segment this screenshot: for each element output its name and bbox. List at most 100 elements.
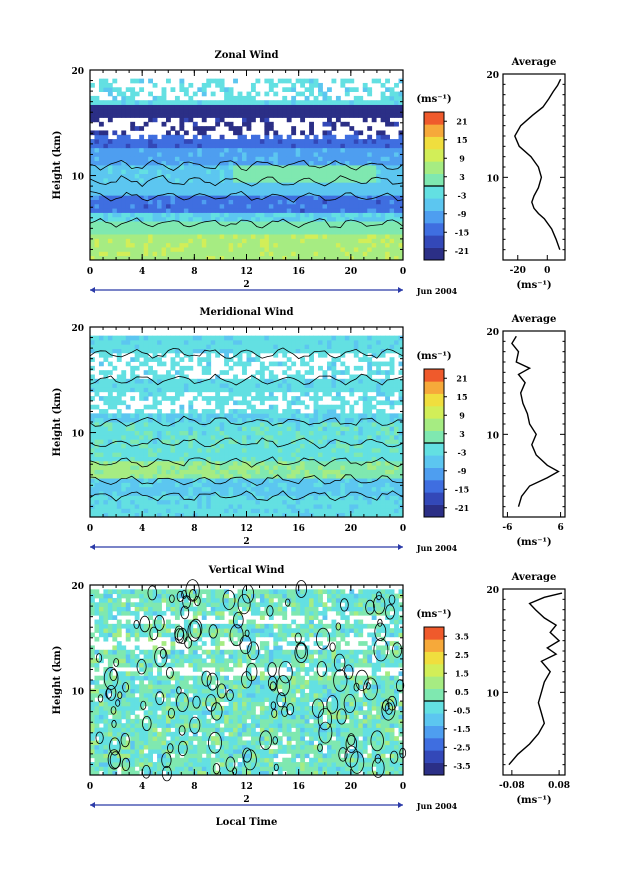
heatmap-cell: [161, 229, 167, 235]
heatmap-cell: [148, 229, 153, 235]
heatmap-cell: [344, 456, 350, 462]
heatmap-cell: [291, 221, 297, 226]
heatmap-cell: [148, 117, 153, 123]
heatmap-cell: [228, 482, 234, 488]
heatmap-cell: [282, 221, 288, 226]
heatmap-cell: [183, 417, 189, 423]
heatmap-cell: [148, 460, 153, 466]
heatmap-cell: [215, 100, 221, 105]
heatmap-cell: [166, 396, 171, 401]
heatmap-cell: [148, 100, 153, 105]
heatmap-cell: [201, 91, 207, 97]
heatmap-cell: [385, 447, 390, 453]
heatmap-cell: [335, 443, 341, 449]
heatmap-cell: [286, 508, 292, 514]
heatmap-cell: [367, 134, 373, 140]
heatmap-cell: [210, 383, 216, 388]
heatmap-cell: [318, 426, 323, 432]
heatmap-cell: [349, 443, 355, 449]
heatmap-cell: [166, 134, 171, 140]
heatmap-cell: [286, 195, 292, 200]
heatmap-cell: [335, 504, 341, 509]
heatmap-cell: [112, 139, 118, 144]
heatmap-cell: [313, 495, 319, 501]
heatmap-cell: [206, 434, 212, 440]
heatmap-cell: [116, 251, 122, 257]
heatmap-cell: [219, 400, 225, 406]
heatmap-cell: [318, 212, 323, 218]
heatmap-cell: [353, 238, 359, 244]
heatmap-cell: [219, 422, 225, 427]
heatmap-cell: [344, 499, 350, 505]
heatmap-cell: [362, 434, 368, 440]
heatmap-cell: [183, 169, 189, 175]
heatmap-cell: [398, 225, 404, 231]
heatmap-cell: [335, 508, 341, 514]
heatmap-cell: [335, 238, 341, 244]
heatmap-cell: [125, 212, 131, 218]
heatmap-cell: [197, 156, 203, 162]
heatmap-cell: [291, 469, 297, 475]
heatmap-cell: [268, 413, 274, 419]
heatmap-cell: [188, 460, 194, 466]
heatmap-cell: [358, 160, 364, 166]
heatmap-cell: [304, 469, 310, 475]
heatmap-cell: [340, 100, 346, 105]
heatmap-cell: [380, 234, 386, 239]
heatmap-cell: [362, 413, 368, 419]
heatmap-cell: [246, 417, 252, 423]
heatmap-cell: [206, 422, 212, 427]
heatmap-cell: [148, 238, 153, 244]
heatmap-cell: [304, 87, 310, 92]
heatmap-cell: [183, 422, 189, 427]
heatmap-cell: [326, 426, 332, 432]
heatmap-cell: [130, 95, 136, 101]
heatmap-cell: [139, 78, 145, 84]
heatmap-cell: [340, 165, 346, 170]
heatmap-cell: [183, 378, 189, 384]
heatmap-cell: [385, 430, 390, 436]
heatmap-cell: [282, 396, 288, 401]
heatmap-cell: [259, 465, 265, 470]
heatmap-cell: [246, 465, 252, 470]
heatmap-cell: [349, 143, 355, 149]
heatmap-cell: [331, 134, 337, 140]
heatmap-cell: [121, 255, 127, 261]
heatmap-cell: [398, 400, 404, 406]
heatmap-cell: [134, 482, 140, 488]
heatmap-cell: [98, 255, 104, 261]
heatmap-cell: [90, 104, 95, 110]
heatmap-cell: [134, 160, 140, 166]
heatmap-cell: [130, 460, 136, 466]
heatmap-cell: [161, 251, 167, 257]
heatmap-cell: [121, 512, 127, 518]
heatmap-cell: [242, 378, 247, 384]
heatmap-cell: [389, 91, 395, 97]
heatmap-cell: [318, 465, 323, 470]
heatmap-cell: [98, 203, 104, 209]
heatmap-cell: [326, 508, 332, 514]
heatmap-cell: [282, 190, 288, 196]
heatmap-cell: [188, 499, 194, 505]
heatmap-cell: [385, 434, 390, 440]
heatmap-cell: [170, 238, 176, 244]
heatmap-cell: [183, 225, 189, 231]
heatmap-cell: [152, 247, 158, 252]
heatmap-cell: [197, 482, 203, 488]
heatmap-cell: [322, 482, 328, 488]
heatmap-cell: [161, 87, 167, 92]
heatmap-cell: [376, 238, 382, 244]
heatmap-cell: [197, 177, 203, 183]
colorbar-tick-label: -3: [458, 190, 467, 200]
heatmap-cell: [380, 361, 386, 367]
heatmap-cell: [197, 391, 203, 397]
profile-x-tick-label: 0: [544, 266, 550, 276]
heatmap-cell: [344, 100, 350, 105]
heatmap-cell: [210, 173, 216, 179]
heatmap-cell: [268, 391, 274, 397]
heatmap-cell: [233, 143, 238, 149]
heatmap-cell: [166, 242, 171, 248]
heatmap-cell: [255, 212, 261, 218]
heatmap-cell: [250, 486, 256, 492]
heatmap-cell: [183, 100, 189, 105]
